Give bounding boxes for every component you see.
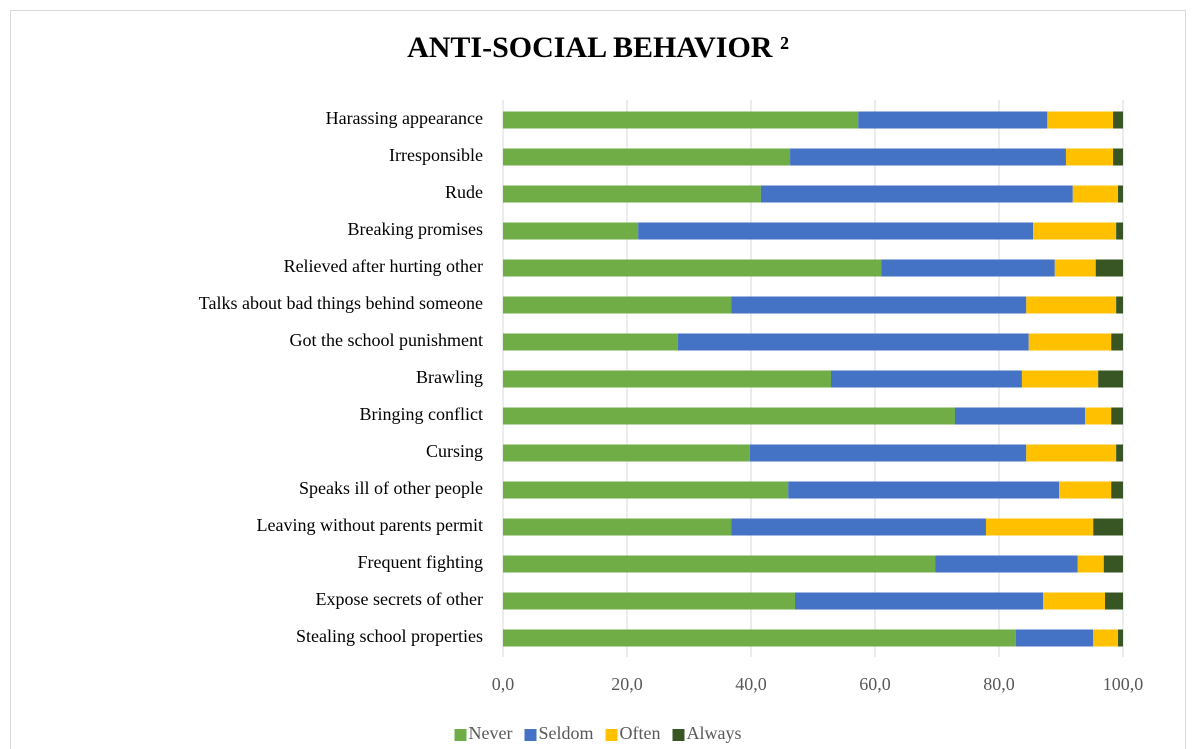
y-tick-label: Leaving without parents permit (257, 515, 483, 535)
bar-segment (1033, 222, 1117, 240)
bar-segment (731, 296, 1027, 314)
bar-segment (1026, 296, 1117, 314)
y-tick-label: Frequent fighting (358, 552, 483, 572)
x-tick-label: 40,0 (735, 674, 767, 694)
bar-segment (858, 111, 1048, 129)
bar-segment (503, 629, 1016, 647)
bar-segment (1072, 185, 1119, 203)
x-tick-label: 0,0 (492, 674, 515, 694)
bar-segment (503, 592, 796, 610)
bar-segment (1118, 629, 1123, 647)
bar-segment (503, 148, 791, 166)
bar-segment (1026, 444, 1117, 462)
legend-swatch (605, 729, 618, 741)
x-tick-label: 20,0 (611, 674, 643, 694)
legend-swatch (524, 729, 537, 741)
bar-segment (1077, 555, 1104, 573)
bar-segment (1054, 259, 1096, 277)
bar-segment (1043, 592, 1106, 610)
y-tick-label: Relieved after hurting other (284, 256, 483, 276)
bar-segment (1116, 222, 1123, 240)
y-tick-label: Talks about bad things behind someone (199, 293, 483, 313)
bar-segment (503, 481, 789, 499)
bar-segment (503, 222, 639, 240)
legend-label: Always (686, 723, 741, 743)
y-tick-label: Got the school punishment (290, 330, 483, 350)
legend-label: Often (620, 723, 661, 743)
x-tick-label: 60,0 (859, 674, 891, 694)
bar-segment (1085, 407, 1112, 425)
bar-segment (503, 259, 882, 277)
bar-segment (503, 444, 750, 462)
bar-segment (503, 185, 761, 203)
bar-segment (749, 444, 1027, 462)
bar-segment (881, 259, 1055, 277)
bar-segment (1021, 370, 1099, 388)
bar-segment (1111, 333, 1123, 351)
y-tick-label: Rude (445, 182, 483, 202)
bar-segment (1093, 518, 1123, 536)
y-tick-label: Irresponsible (389, 145, 483, 165)
y-tick-label: Breaking promises (348, 219, 483, 239)
bar-segment (1113, 111, 1123, 129)
bar-segment (1059, 481, 1112, 499)
y-tick-label: Cursing (426, 441, 483, 461)
bar-segment (1116, 444, 1123, 462)
bar-segment (503, 370, 831, 388)
bar-segment (1105, 592, 1123, 610)
bar-segment (1113, 148, 1123, 166)
bar-segment (1118, 185, 1123, 203)
bar-segment (503, 333, 678, 351)
bar-segment (790, 148, 1066, 166)
bar-segment (503, 555, 936, 573)
bar-segment (1093, 629, 1119, 647)
bar-segment (1111, 481, 1123, 499)
bar-segment (830, 370, 1022, 388)
bar-segment (503, 296, 732, 314)
y-tick-label: Stealing school properties (296, 626, 483, 646)
bar-segment (1028, 333, 1112, 351)
bar-segment (503, 518, 732, 536)
bar-segment (1095, 259, 1123, 277)
bar-segment (677, 333, 1029, 351)
x-tick-label: 100,0 (1103, 674, 1144, 694)
chart-title: ANTI-SOCIAL BEHAVIOR ² (407, 31, 789, 64)
bar-segment (1098, 370, 1123, 388)
bar-segment (935, 555, 1078, 573)
bar-segment (985, 518, 1094, 536)
bar-segment (1103, 555, 1123, 573)
bar-segment (788, 481, 1060, 499)
y-tick-label: Bringing conflict (360, 404, 483, 424)
y-tick-label: Expose secrets of other (316, 589, 483, 609)
bar-segment (731, 518, 986, 536)
bar-segment (503, 111, 859, 129)
legend-label: Never (469, 723, 513, 743)
bar-segment (1111, 407, 1123, 425)
bar-segment (1015, 629, 1094, 647)
legend-swatch (454, 729, 467, 741)
bar-segment (503, 407, 955, 425)
y-tick-label: Speaks ill of other people (299, 478, 483, 498)
bar-segment (1065, 148, 1114, 166)
bar-segment (954, 407, 1086, 425)
legend-swatch (672, 729, 685, 741)
bar-segment (638, 222, 1034, 240)
legend-label: Seldom (538, 723, 593, 743)
bar-segment (795, 592, 1044, 610)
y-tick-label: Harassing appearance (326, 108, 483, 128)
bar-segment (760, 185, 1073, 203)
bar-segment (1116, 296, 1123, 314)
bar-segment (1047, 111, 1114, 129)
y-tick-label: Brawling (416, 367, 483, 387)
x-tick-label: 80,0 (983, 674, 1015, 694)
